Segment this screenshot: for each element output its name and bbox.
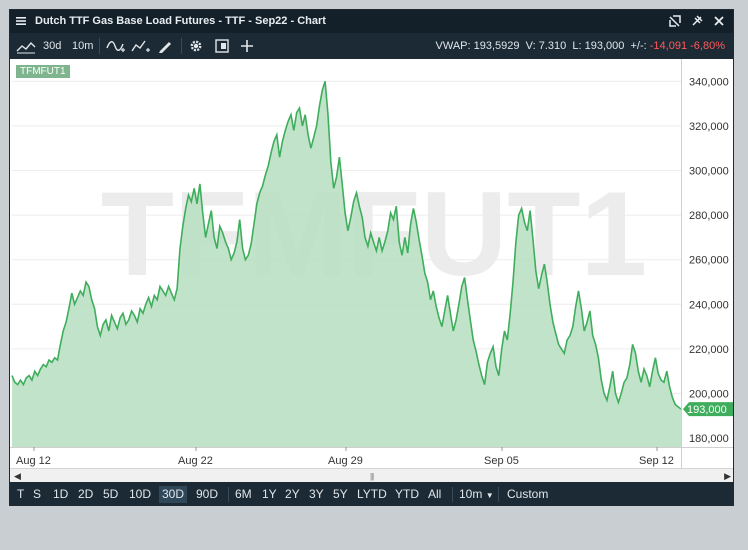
quote-summary: VWAP: 193,5929 V: 7.310 L: 193,000 +/-: … xyxy=(436,38,725,54)
interval-dropdown-label: 10m xyxy=(459,487,483,501)
period-3y[interactable]: 3Y xyxy=(309,487,324,501)
y-tick-label: 340,000 xyxy=(689,76,729,88)
y-tick-label: 240,000 xyxy=(689,299,729,311)
period-bar: T S 1D 2D 5D 10D 30D 90D 6M 1Y 2Y 3Y 5Y … xyxy=(10,482,733,505)
draw-pencil-icon[interactable] xyxy=(157,38,173,54)
change-value: -14,091 xyxy=(649,40,688,52)
volume-value: 7.310 xyxy=(538,40,567,52)
unlink-icon[interactable] xyxy=(668,14,682,28)
series-area-fill xyxy=(12,81,681,448)
period-10d[interactable]: 10D xyxy=(129,487,152,501)
close-icon[interactable] xyxy=(712,14,726,28)
settings-gear-icon[interactable] xyxy=(189,38,203,54)
vwap-value: 193,5929 xyxy=(473,40,520,52)
period-2y[interactable]: 2Y xyxy=(285,487,300,501)
scroll-grip-icon[interactable]: ||| xyxy=(370,472,374,481)
period-lytd[interactable]: LYTD xyxy=(357,487,387,501)
period-all[interactable]: All xyxy=(428,487,442,501)
toolbar-divider xyxy=(181,38,182,54)
window-title: Dutch TTF Gas Base Load Futures - TTF - … xyxy=(35,15,326,27)
chart-window: Dutch TTF Gas Base Load Futures - TTF - … xyxy=(9,9,734,506)
series-line xyxy=(11,81,682,410)
toolbar-divider xyxy=(99,38,100,54)
crosshair-icon[interactable] xyxy=(240,38,254,54)
x-tick-label: Aug 29 xyxy=(328,455,363,467)
interval-selector[interactable]: 10m xyxy=(72,40,94,52)
price-chart[interactable]: TFMFUT1 180,000 200,000 220,000 240,000 260,0… xyxy=(10,59,734,468)
period-divider xyxy=(498,487,499,502)
period-divider xyxy=(228,487,229,502)
add-series-icon[interactable] xyxy=(131,38,151,54)
period-s[interactable]: S xyxy=(33,487,42,501)
scroll-left-icon[interactable]: ◀ xyxy=(14,471,21,481)
x-tick-label: Sep 12 xyxy=(639,455,674,467)
y-tick-label: 260,000 xyxy=(689,255,729,267)
last-label: L: xyxy=(572,40,582,52)
horizontal-scrollbar[interactable]: ◀ ||| ▶ xyxy=(10,468,733,482)
vwap-label: VWAP: xyxy=(435,40,471,52)
period-t[interactable]: T xyxy=(17,487,25,501)
period-1d[interactable]: 1D xyxy=(53,487,69,501)
change-label: +/-: xyxy=(630,40,647,52)
volume-label: V: xyxy=(525,40,536,52)
y-tick-label: 280,000 xyxy=(689,210,729,222)
chart-toolbar: 30d 10m VWAP: 193,5929 V: xyxy=(10,33,733,59)
y-tick-label: 220,000 xyxy=(689,344,729,356)
period-30d[interactable]: 30D xyxy=(159,486,188,503)
period-90d[interactable]: 90D xyxy=(196,487,219,501)
chevron-down-icon: ▼ xyxy=(485,491,494,500)
layout-icon[interactable] xyxy=(214,38,230,54)
last-value: 193,000 xyxy=(584,40,625,52)
y-tick-label: 180,000 xyxy=(689,433,729,445)
period-custom[interactable]: Custom xyxy=(507,487,549,501)
scroll-right-icon[interactable]: ▶ xyxy=(724,471,731,481)
period-ytd[interactable]: YTD xyxy=(395,487,419,501)
y-tick-label: 300,000 xyxy=(689,165,729,177)
period-5y[interactable]: 5Y xyxy=(333,487,348,501)
y-tick-label: 320,000 xyxy=(689,121,729,133)
x-tick-label: Aug 22 xyxy=(178,455,213,467)
title-bar: Dutch TTF Gas Base Load Futures - TTF - … xyxy=(10,10,733,33)
pin-off-icon[interactable] xyxy=(690,14,704,28)
last-price-label: 193,000 xyxy=(687,404,727,416)
last-price-marker xyxy=(683,402,733,417)
line-chart-type-icon[interactable] xyxy=(16,38,36,54)
period-1y[interactable]: 1Y xyxy=(262,487,277,501)
period-5d[interactable]: 5D xyxy=(103,487,119,501)
chart-plot-area[interactable]: TFMFUT1 180,000 200,000 220,000 240,000 260,0… xyxy=(10,59,734,468)
period-6m[interactable]: 6M xyxy=(235,487,252,501)
change-percent: -6,80% xyxy=(690,40,725,52)
add-study-icon[interactable] xyxy=(106,38,126,54)
x-tick-label: Aug 12 xyxy=(16,455,51,467)
timespan-selector[interactable]: 30d xyxy=(43,40,62,52)
series-tag[interactable]: TFMFUT1 xyxy=(16,65,70,78)
period-2d[interactable]: 2D xyxy=(78,487,94,501)
period-divider xyxy=(452,487,453,502)
y-tick-label: 200,000 xyxy=(689,388,729,400)
x-tick-label: Sep 05 xyxy=(484,455,519,467)
interval-dropdown[interactable]: 10m ▼ xyxy=(456,486,497,503)
hamburger-menu-icon[interactable] xyxy=(15,15,27,27)
